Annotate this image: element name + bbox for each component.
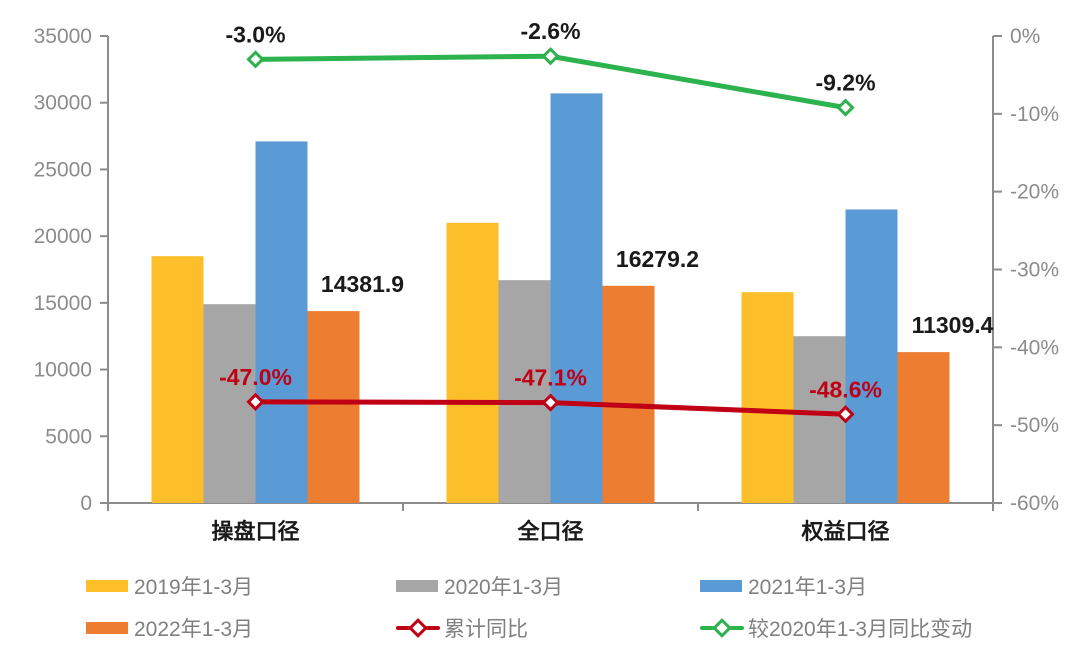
bar-2021年1-3月-操盘口径 — [255, 141, 308, 503]
right-axis-tick-label: -60% — [1010, 492, 1059, 515]
line-marker-diamond — [246, 392, 265, 411]
bar-data-label: 14381.9 — [321, 271, 404, 297]
category-label: 权益口径 — [800, 519, 889, 544]
line-marker-diamond — [836, 98, 855, 117]
right-axis-tick-label: -10% — [1010, 103, 1059, 126]
bar-2019年1-3月-权益口径 — [741, 292, 794, 503]
left-axis-tick-label: 25000 — [34, 158, 92, 181]
bar-2021年1-3月-全口径 — [550, 93, 603, 504]
right-axis-tick-label: -40% — [1010, 336, 1059, 359]
left-axis-tick-label: 20000 — [34, 225, 92, 248]
line-data-label: -9.2% — [815, 70, 875, 96]
category-label: 操盘口径 — [211, 519, 299, 544]
left-axis-tick-label: 0 — [80, 492, 92, 515]
bar-2020年1-3月-操盘口径 — [203, 304, 256, 503]
left-axis-tick-label: 15000 — [34, 292, 92, 315]
left-axis-tick-label: 5000 — [45, 425, 92, 448]
bar-2022年1-3月-全口径 — [602, 285, 655, 503]
bar-2019年1-3月-操盘口径 — [151, 256, 204, 503]
line-data-label: -48.6% — [809, 376, 882, 402]
bar-2020年1-3月-权益口径 — [793, 336, 846, 503]
line-marker-diamond — [541, 47, 560, 66]
category-label: 全口径 — [516, 519, 583, 544]
left-axis-tick-label: 30000 — [34, 92, 92, 115]
line-data-label: -47.1% — [514, 365, 587, 391]
bar-data-label: 11309.4 — [912, 312, 994, 338]
right-axis-tick-label: -30% — [1010, 259, 1059, 282]
bar-2022年1-3月-操盘口径 — [307, 311, 360, 503]
bar-2021年1-3月-权益口径 — [845, 209, 898, 503]
bar-2020年1-3月-全口径 — [498, 280, 551, 503]
right-axis-tick-label: 0% — [1010, 25, 1040, 48]
bar-2022年1-3月-权益口径 — [897, 352, 950, 503]
line-marker-diamond — [246, 50, 265, 69]
bar-data-label: 16279.2 — [616, 246, 699, 272]
line-data-label: -47.0% — [219, 364, 292, 390]
right-axis-tick-label: -50% — [1010, 414, 1059, 437]
bar-2019年1-3月-全口径 — [446, 222, 499, 504]
line-marker-diamond — [541, 393, 560, 412]
line-data-label: -2.6% — [520, 18, 580, 44]
line-data-label: -3.0% — [225, 21, 285, 47]
left-axis-tick-label: 35000 — [34, 25, 92, 48]
line-marker-diamond — [836, 405, 855, 424]
right-axis-tick-label: -20% — [1010, 181, 1059, 204]
left-axis-tick-label: 10000 — [34, 359, 92, 382]
